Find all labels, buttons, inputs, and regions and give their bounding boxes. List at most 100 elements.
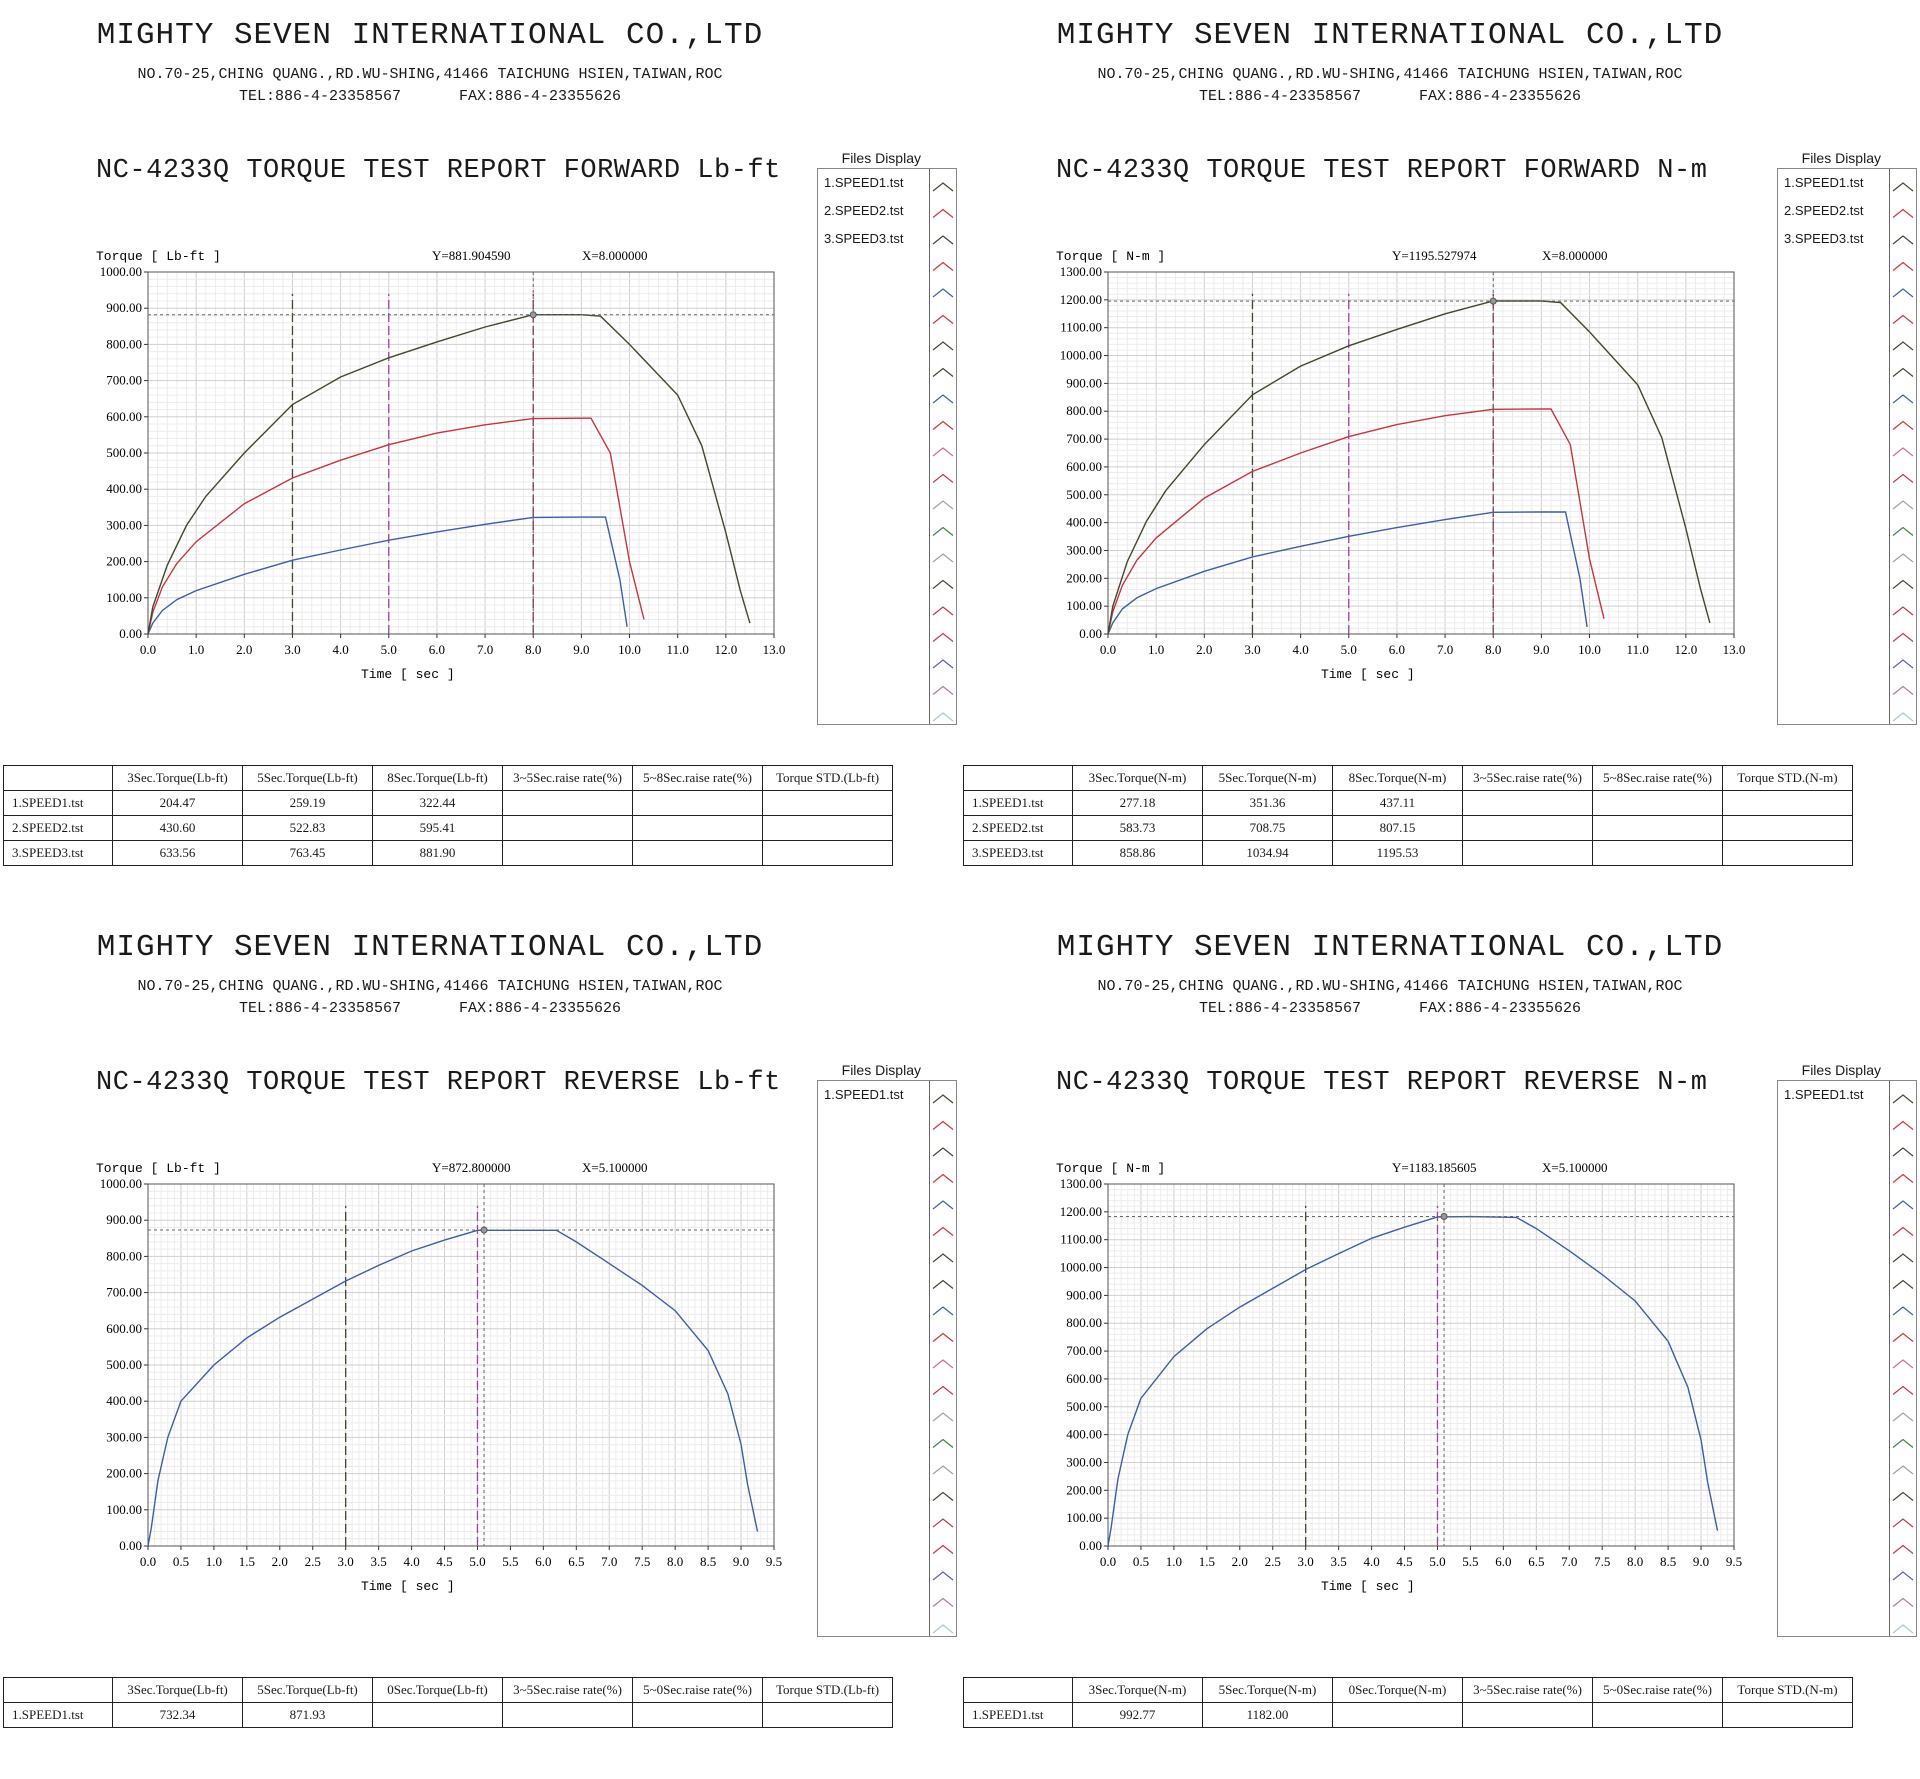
x-tick-label: 5.0 — [469, 1554, 485, 1569]
company-address: NO.70-25,CHING QUANG.,RD.WU-SHING,41466 … — [137, 978, 723, 995]
chevron-icon — [932, 712, 954, 722]
table-cell — [1462, 1702, 1593, 1728]
table-cell — [502, 1702, 633, 1728]
row-label: 1.SPEED1.tst — [963, 790, 1073, 816]
chevron-icon — [1892, 1279, 1914, 1289]
chevron-icon — [1892, 288, 1914, 298]
cursor-x-readout: X=5.100000 — [582, 1160, 647, 1175]
files-list: 1.SPEED1.tst — [817, 1080, 957, 1637]
chevron-icon — [1892, 1306, 1914, 1316]
cursor-y-readout: Y=881.904590 — [432, 248, 510, 263]
chevron-icon — [1892, 261, 1914, 271]
y-tick-label: 700.00 — [106, 373, 142, 388]
chevron-icon — [932, 1597, 954, 1607]
chevron-icon — [932, 1465, 954, 1475]
chevron-icon — [1892, 632, 1914, 642]
x-tick-label: 6.5 — [1528, 1554, 1544, 1569]
x-tick-label: 10.0 — [1578, 642, 1601, 657]
column-header: 3~5Sec.raise rate(%) — [1462, 765, 1593, 791]
chevron-icon — [1892, 1385, 1914, 1395]
chevron-icon — [932, 341, 954, 351]
chevron-icon — [1892, 1094, 1914, 1104]
y-tick-label: 400.00 — [1066, 1427, 1102, 1442]
column-header: 8Sec.Torque(Lb-ft) — [372, 765, 503, 791]
chevron-icon — [932, 367, 954, 377]
y-tick-label: 1200.00 — [1060, 1204, 1102, 1219]
chevron-icon — [1892, 394, 1914, 404]
y-tick-label: 600.00 — [106, 1321, 142, 1336]
y-tick-label: 500.00 — [106, 445, 142, 460]
y-tick-label: 600.00 — [106, 409, 142, 424]
table-cell — [1592, 1702, 1723, 1728]
results-table: 3Sec.Torque(N-m) 5Sec.Torque(N-m) 0Sec.Tor… — [963, 1677, 1853, 1728]
file-item[interactable]: 2.SPEED2.tst — [1784, 203, 1864, 218]
column-header: 5Sec.Torque(Lb-ft) — [242, 765, 373, 791]
file-item[interactable]: 1.SPEED1.tst — [824, 1087, 904, 1102]
file-item[interactable]: 1.SPEED1.tst — [1784, 175, 1864, 190]
table-corner — [3, 1677, 113, 1703]
company-address: NO.70-25,CHING QUANG.,RD.WU-SHING,41466 … — [137, 66, 723, 83]
file-item[interactable]: 1.SPEED1.tst — [824, 175, 904, 190]
file-item[interactable]: 3.SPEED3.tst — [1784, 231, 1864, 246]
company-fax: FAX:886-4-23355626 — [1419, 1000, 1582, 1017]
x-tick-label: 11.0 — [1627, 642, 1649, 657]
table-cell: 858.86 — [1072, 840, 1203, 866]
x-tick-label: 9.0 — [1693, 1554, 1709, 1569]
plot-frame — [1107, 271, 1735, 635]
y-tick-label: 500.00 — [1066, 487, 1102, 502]
y-tick-label: 900.00 — [106, 300, 142, 315]
table-cell — [502, 815, 633, 841]
x-tick-label: 3.0 — [1244, 642, 1260, 657]
y-tick-label: 700.00 — [106, 1285, 142, 1300]
chevron-icon — [932, 1226, 954, 1236]
file-item[interactable]: 3.SPEED3.tst — [824, 231, 904, 246]
y-tick-label: 800.00 — [1066, 1315, 1102, 1330]
x-tick-label: 6.0 — [429, 642, 445, 657]
table-cell — [1722, 790, 1853, 816]
torque-chart: 0.00 100.00 200.00 300.00 400.00 500.00 600.00… — [96, 1160, 782, 1594]
y-tick-label: 100.00 — [1066, 598, 1102, 613]
x-axis-label: Time [ sec ] — [361, 1579, 455, 1594]
files-display-title: Files Display — [841, 150, 921, 166]
table-cell — [1592, 790, 1723, 816]
results-table: 3Sec.Torque(Lb-ft) 5Sec.Torque(Lb-ft) 0Sec… — [3, 1677, 893, 1728]
file-item[interactable]: 2.SPEED2.tst — [824, 203, 904, 218]
column-header: 5~0Sec.raise rate(%) — [1592, 1677, 1723, 1703]
x-tick-label: 12.0 — [714, 642, 737, 657]
table-cell — [762, 815, 893, 841]
chevron-icon — [1892, 526, 1914, 536]
column-header: 5~0Sec.raise rate(%) — [632, 1677, 763, 1703]
cursor-x-readout: X=5.100000 — [1542, 1160, 1607, 1175]
chevron-icon — [1892, 712, 1914, 722]
table-cell — [1462, 815, 1593, 841]
chevron-icon — [932, 1385, 954, 1395]
cursor-y-readout: Y=1195.527974 — [1392, 248, 1477, 263]
chevron-icon — [932, 420, 954, 430]
table-cell — [1722, 815, 1853, 841]
chevron-icon — [1892, 1597, 1914, 1607]
column-header: 5~8Sec.raise rate(%) — [632, 765, 763, 791]
files-list: 1.SPEED1.tst — [1777, 1080, 1917, 1637]
chevron-icon — [932, 1571, 954, 1581]
chevron-icon — [1892, 1571, 1914, 1581]
chevron-icon — [932, 500, 954, 510]
x-tick-label: 5.5 — [502, 1554, 518, 1569]
file-item[interactable]: 1.SPEED1.tst — [1784, 1087, 1864, 1102]
y-tick-label: 300.00 — [1066, 542, 1102, 557]
x-tick-label: 1.0 — [1166, 1554, 1182, 1569]
y-tick-label: 100.00 — [1066, 1510, 1102, 1525]
chevron-icon — [1892, 1412, 1914, 1422]
x-tick-label: 3.0 — [284, 642, 300, 657]
y-tick-label: 1100.00 — [1060, 1232, 1102, 1247]
chevron-icon — [932, 314, 954, 324]
x-tick-label: 2.5 — [305, 1554, 321, 1569]
files-display: Files Display 1.SPEED1.tst — [1777, 1062, 1917, 1637]
report-title: NC-4233Q TORQUE TEST REPORT FORWARD N-m — [1056, 156, 1708, 186]
table-cell: 732.34 — [112, 1702, 243, 1728]
y-tick-label: 700.00 — [1066, 1343, 1102, 1358]
x-tick-label: 0.0 — [1100, 1554, 1116, 1569]
chevron-icon — [1892, 1465, 1914, 1475]
table-row: 2.SPEED2.tst 583.73 708.75 807.15 — [963, 815, 1853, 841]
chevron-icon — [932, 394, 954, 404]
y-tick-label: 400.00 — [106, 481, 142, 496]
